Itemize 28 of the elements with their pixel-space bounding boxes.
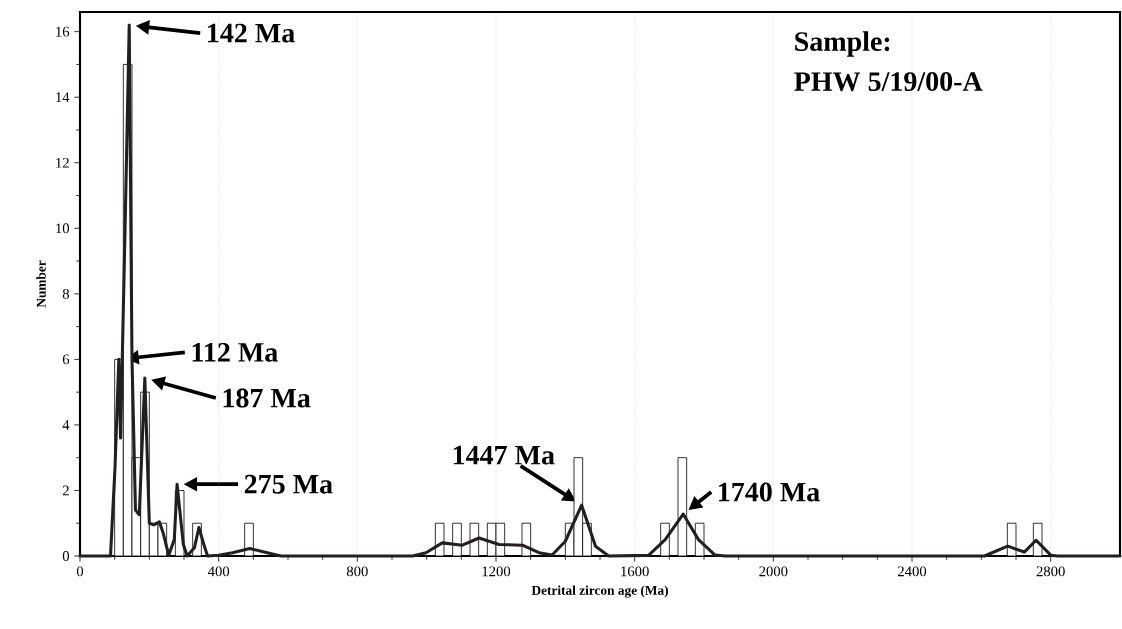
annotation: 1447 Ma [453, 445, 555, 465]
x-axis-title: Detrital zircon age (Ma) [531, 585, 668, 598]
x-tick-label: 2400 [897, 566, 927, 577]
line-series [78, 23, 1122, 558]
x-tick-label: 800 [346, 566, 368, 577]
annotation: 112 Ma [192, 342, 278, 362]
annotation: PHW 5/19/00-A [794, 72, 983, 92]
y-tick-label: 2 [62, 485, 69, 496]
y-tick-label: 0 [62, 551, 70, 561]
x-tick-label: 1200 [482, 566, 511, 577]
annotation: 1740 Ma [719, 482, 820, 502]
y-tick-label: 12 [56, 157, 69, 168]
y-tick-label: 8 [62, 288, 70, 299]
x-tick-label: 1600 [621, 566, 649, 577]
y-tick-label: 14 [56, 92, 70, 103]
y-axis-title: Number [36, 260, 46, 308]
annotation: Sample: [795, 31, 890, 57]
x-tick-label: 400 [207, 566, 230, 577]
y-tick-label: 10 [56, 223, 70, 234]
annotation: 187 Ma [223, 388, 311, 408]
annotation: 275 Ma [244, 474, 333, 494]
x-tick-label: 0 [76, 566, 84, 577]
y-tick-label: 6 [62, 354, 70, 365]
y-tick-label: 16 [56, 26, 70, 37]
x-tick-label: 2800 [1036, 566, 1065, 577]
y-tick-label: 4 [62, 420, 70, 430]
x-tick-label: 2000 [759, 566, 788, 577]
annotation: 142 Ma [208, 23, 295, 43]
